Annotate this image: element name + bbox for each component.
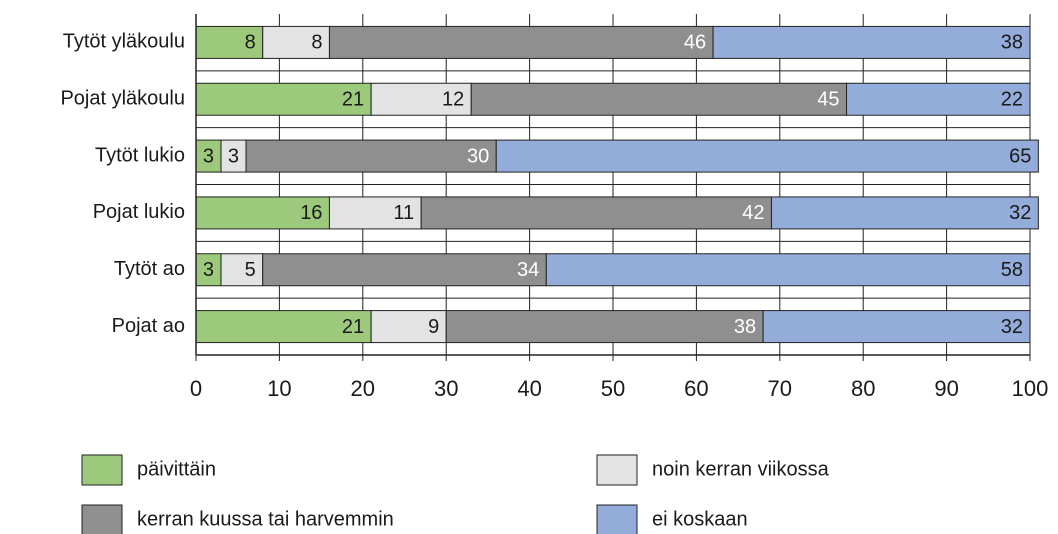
data-label: 5 — [245, 259, 256, 281]
bar-segment — [762, 310, 1031, 344]
bar-segment — [545, 253, 1031, 287]
bar-segment — [328, 196, 422, 230]
data-label: 22 — [1001, 89, 1023, 111]
y-tick-label: Tytöt yläkoulu — [63, 31, 185, 53]
data-label: 38 — [734, 316, 756, 338]
data-label: 3 — [228, 145, 239, 167]
data-label: 38 — [1001, 32, 1023, 54]
data-label: 34 — [517, 259, 539, 281]
data-label: 42 — [742, 202, 764, 224]
x-tick-label: 10 — [267, 376, 291, 401]
x-tick-label: 30 — [434, 376, 458, 401]
legend-label: kerran kuussa tai harvemmin — [137, 508, 394, 530]
bar-segment — [846, 82, 1031, 116]
data-label: 21 — [342, 89, 364, 111]
data-label: 32 — [1009, 202, 1031, 224]
bar-segment — [495, 139, 1039, 173]
bar-segment — [245, 139, 497, 173]
x-tick-label: 50 — [601, 376, 625, 401]
x-tick-label: 100 — [1012, 376, 1049, 401]
data-label: 12 — [442, 89, 464, 111]
bar-segment — [420, 196, 772, 230]
data-label: 45 — [817, 89, 839, 111]
bar-segment — [712, 25, 1031, 59]
bar-segment — [220, 253, 264, 287]
x-tick-label: 40 — [517, 376, 541, 401]
data-label: 8 — [311, 32, 322, 54]
legend-swatch — [81, 454, 123, 486]
data-label: 3 — [203, 259, 214, 281]
legend-label: päivittäin — [137, 458, 216, 480]
bar-segment — [195, 196, 330, 230]
data-label: 16 — [300, 202, 322, 224]
data-label: 8 — [245, 32, 256, 54]
data-label: 32 — [1001, 316, 1023, 338]
bar-segment — [220, 139, 247, 173]
y-tick-label: Pojat ao — [112, 315, 185, 337]
bar-segment — [195, 253, 222, 287]
bar-segment — [370, 82, 472, 116]
legend-label: noin kerran viikossa — [652, 458, 830, 480]
bar-segment — [328, 25, 714, 59]
x-tick-label: 20 — [351, 376, 375, 401]
y-tick-label: Pojat yläkoulu — [60, 88, 185, 110]
bar-segment — [262, 253, 547, 287]
data-label: 9 — [428, 316, 439, 338]
x-tick-label: 70 — [768, 376, 792, 401]
legend-label: ei koskaan — [652, 508, 748, 530]
data-label: 30 — [467, 145, 489, 167]
bar-segment — [370, 310, 447, 344]
data-label: 58 — [1001, 259, 1023, 281]
x-tick-label: 90 — [934, 376, 958, 401]
x-tick-label: 60 — [684, 376, 708, 401]
x-tick-label: 0 — [190, 376, 202, 401]
data-label: 11 — [393, 202, 414, 224]
data-label: 46 — [684, 32, 706, 54]
y-tick-label: Pojat lukio — [93, 201, 185, 223]
bar-segment — [445, 310, 764, 344]
legend-swatch — [81, 504, 123, 534]
bar-segment — [470, 82, 848, 116]
x-tick-label: 80 — [851, 376, 875, 401]
y-tick-label: Tytöt lukio — [95, 144, 185, 166]
legend-swatch — [596, 504, 638, 534]
data-label: 21 — [342, 316, 364, 338]
bar-segment — [195, 310, 372, 344]
legend-swatch — [596, 454, 638, 486]
data-label: 3 — [203, 145, 214, 167]
bar-segment — [770, 196, 1039, 230]
data-label: 65 — [1009, 145, 1031, 167]
y-tick-label: Tytöt ao — [114, 258, 185, 280]
